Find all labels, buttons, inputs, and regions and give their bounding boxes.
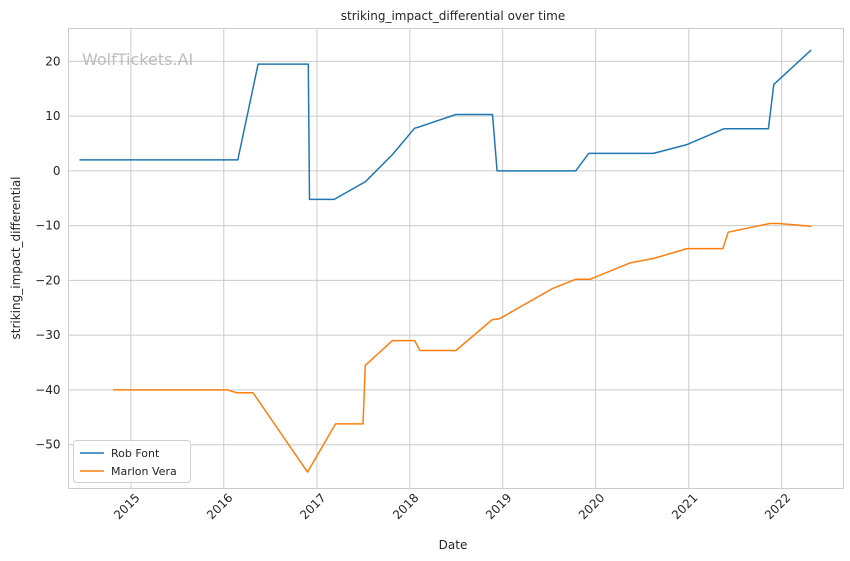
y-tick-label: −30 bbox=[35, 328, 60, 342]
y-tick-labels: 20 10 0 −10 −20 −30 −40 −50 bbox=[35, 54, 60, 451]
y-tick-label: −10 bbox=[35, 219, 60, 233]
y-tick-label: −20 bbox=[35, 273, 60, 287]
chart-title: striking_impact_differential over time bbox=[341, 9, 566, 23]
legend: Rob Font Marlon Vera bbox=[73, 440, 191, 483]
legend-label-marlon-vera: Marlon Vera bbox=[111, 465, 177, 478]
series-line-rob-font bbox=[79, 49, 812, 201]
y-tick-label: 20 bbox=[45, 54, 60, 68]
legend-box bbox=[73, 440, 191, 483]
x-axis-title: Date bbox=[439, 538, 468, 552]
y-tick-label: −50 bbox=[35, 438, 60, 452]
y-gridlines bbox=[68, 60, 844, 446]
x-gridlines bbox=[130, 28, 783, 489]
y-axis-title: striking_impact_differential bbox=[9, 176, 23, 339]
series-layer bbox=[79, 49, 812, 473]
legend-label-rob-font: Rob Font bbox=[111, 447, 160, 460]
y-tick-label: −40 bbox=[35, 383, 60, 397]
y-tick-label: 0 bbox=[53, 164, 61, 178]
watermark: WolfTickets.AI bbox=[82, 50, 193, 69]
plot-area-frame bbox=[68, 28, 844, 489]
y-tick-label: 10 bbox=[45, 109, 60, 123]
series-line-marlon-vera bbox=[112, 222, 812, 473]
